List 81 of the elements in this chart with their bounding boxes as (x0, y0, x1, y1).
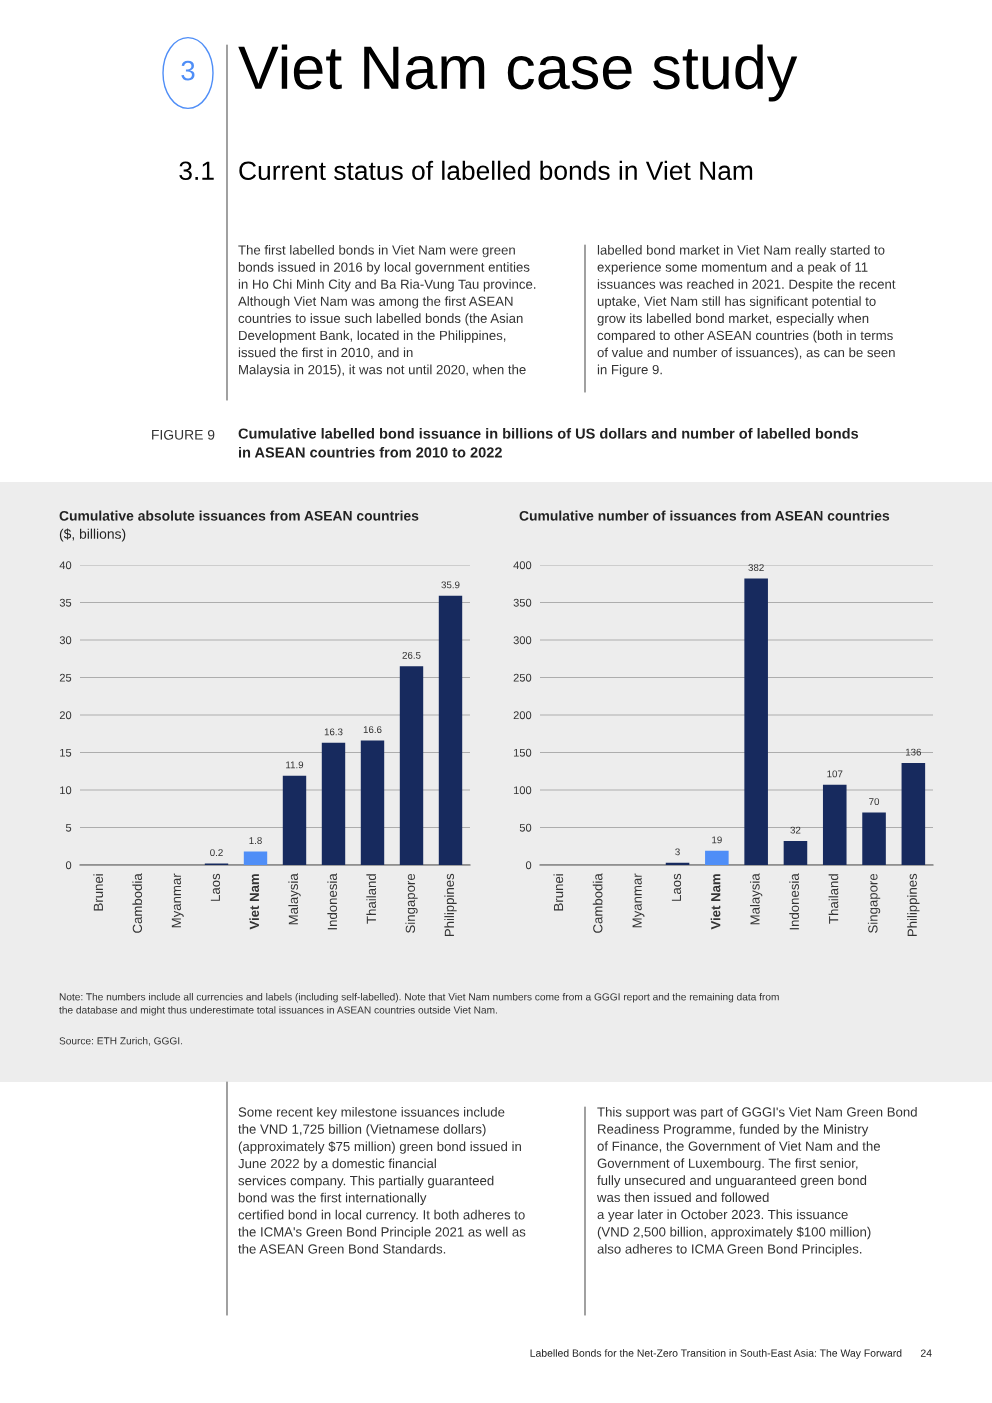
y-tick-label: 25 (59, 673, 72, 682)
data-label: 107 (827, 770, 843, 778)
data-label: 1.8 (249, 837, 262, 845)
y-tick-label: 0 (525, 861, 532, 870)
data-label: 35.9 (441, 581, 460, 589)
y-tick-label: 20 (59, 711, 72, 720)
text: Labelled Bonds for the Net-Zero Transition in South-East Asia: The Way Forward (530, 1349, 902, 1359)
x-tick-label: Singapore (867, 873, 881, 933)
x-tick-label: Myanmar (171, 873, 184, 928)
x-tick-label: Thailand (828, 874, 839, 924)
x-tick-label: Indonesia (327, 873, 338, 930)
text: The first labelled bonds in Viet Nam were green bonds issued in 2016 by local government entities in Ho Chi Minh City and Ba Ria-Vung Tau province. Although Viet Nam was among the first ASEAN countries to issue such labelled bonds (the Asian Development Bank, located in the Philippines, issued the first in 2010, and in Malaysia in 2015), it was not until 2020, when the (238, 245, 536, 377)
data-label: 0.2 (210, 849, 223, 857)
bar (822, 784, 847, 865)
bar (399, 666, 424, 865)
y-tick-label: 200 (513, 711, 532, 720)
x-tick-label: Myanmar (632, 873, 645, 928)
x-tick-label: Philippines (907, 873, 920, 937)
bar (321, 742, 346, 865)
text: 3.1 (179, 161, 214, 181)
y-tick-label: 10 (60, 786, 72, 795)
x-tick-label: Malaysia (288, 873, 301, 925)
x-tick-label: Cambodia (132, 873, 143, 933)
data-label: 136 (905, 748, 922, 756)
data-label: 382 (748, 564, 764, 572)
chart-title: Cumulative absolute issuances from ASEAN countries (59, 510, 419, 521)
y-tick-label: 0 (65, 861, 72, 870)
x-tick-label: Malaysia (750, 873, 763, 925)
chart-title: Cumulative number of issuances from ASEAN countries (519, 510, 890, 521)
text: This support was part of GGGI's Viet Nam Green Bond Readiness Programme, funded by the Ministry of Finance, the Government of Viet Nam and the Government of Luxembourg. The first senior, fully unsecured and unguaranteed green bond was then issued and followed a year later in October 2023. This issuance (VND 2,500 billion, approximately $100 million) also adheres to ICMA Green Bond Principles. (596, 1107, 917, 1257)
bar (901, 763, 926, 865)
chart-subtitle: ($, billions) (59, 528, 126, 542)
data-label: 16.6 (363, 726, 382, 734)
text: Current status of labelled bonds in Viet Nam (239, 160, 753, 181)
text: Cumulative labelled bond issuance in billions of US dollars and number of labelled bonds in ASEAN countries from 2010 to 2022 (238, 428, 859, 458)
x-tick-label: Viet Nam (249, 874, 260, 930)
y-tick-label: 30 (59, 636, 72, 645)
bar (744, 578, 768, 865)
x-tick-label: Brunei (93, 874, 104, 911)
text: Some recent key milestone issuances include the VND 1,725 billion (Vietnamese dollars) (approximately $75 million) green bond issued in June 2022 by a domestic financial services company. This partially guaranteed bond was the first internationally certified bond in local currency. It both adheres to the ICMA's Green Bond Principle 2021 as well as the ASEAN Green Bond Standards. (238, 1107, 526, 1254)
text: 3 (181, 60, 195, 81)
y-tick-label: 50 (519, 823, 532, 832)
text: labelled bond market in Viet Nam really started to experience some momentum and a peak of 11 issuances was reached in 2021. Despite the recent uptake, Viet Nam still has significant potential to grow its labelled bond market, especially when compared to other ASEAN countries (both in terms of value and number of issuances), as can be seen in Figure 9. (597, 245, 896, 377)
x-tick-label: Viet Nam (710, 874, 721, 930)
data-label: 19 (712, 836, 722, 844)
bar (243, 851, 268, 865)
data-label: 3 (675, 848, 680, 856)
data-label: 26.5 (402, 651, 421, 659)
y-tick-label: 15 (60, 748, 72, 757)
x-tick-label: Laos (671, 873, 682, 901)
bar (783, 841, 808, 865)
bar (360, 740, 385, 865)
text: Viet Nam case study (238, 44, 798, 102)
caption: FIGURE 9 (152, 429, 215, 440)
y-tick-label: 100 (513, 786, 532, 795)
x-tick-label: Indonesia (789, 873, 799, 930)
y-tick-label: 150 (513, 748, 532, 757)
data-label: 70 (869, 798, 880, 806)
data-label: 32 (790, 826, 801, 834)
y-tick-label: 40 (59, 561, 72, 570)
data-label: 11.9 (286, 761, 304, 769)
bar (282, 775, 307, 865)
x-tick-label: Singapore (405, 873, 418, 933)
data-label: 16.3 (324, 728, 343, 736)
text: Note: The numbers include all currencies and labels (including self-labelled). Note that Viet Nam numbers come from a GGGI report and the remaining data from the database and might thus underestimate total issuances in ASEAN countries outside Viet Nam. (59, 993, 779, 1016)
x-tick-label: Cambodia (592, 873, 603, 933)
y-tick-label: 300 (513, 636, 532, 645)
x-tick-label: Philippines (444, 873, 457, 937)
bar (438, 595, 463, 865)
x-tick-label: Thailand (366, 874, 377, 924)
x-tick-label: Laos (210, 873, 221, 901)
bar (862, 812, 886, 865)
y-tick-label: 400 (513, 561, 532, 570)
y-tick-label: 5 (65, 823, 72, 832)
y-tick-label: 350 (513, 598, 532, 607)
y-tick-label: 35 (59, 598, 72, 607)
text: 24 (920, 1349, 932, 1357)
x-tick-label: Brunei (553, 874, 564, 911)
bar (705, 850, 729, 865)
y-tick-label: 250 (513, 673, 532, 682)
source-note: Source: ETH Zurich, GGGI. (59, 1037, 183, 1046)
